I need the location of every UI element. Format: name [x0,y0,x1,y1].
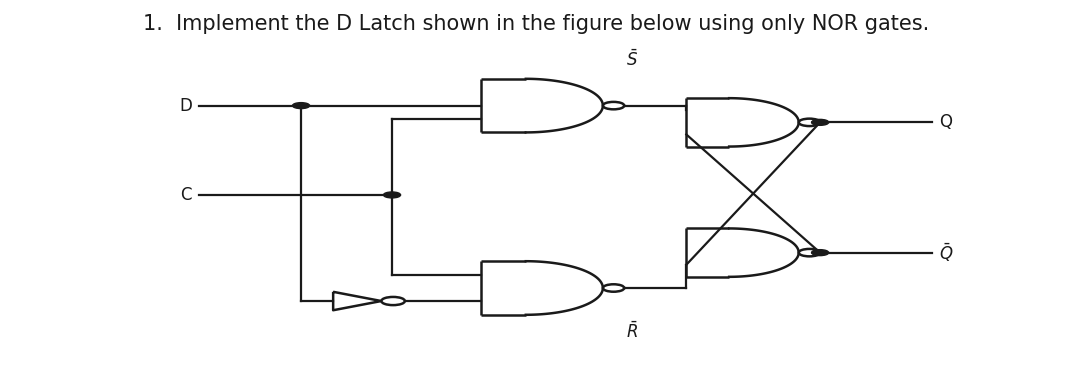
Circle shape [798,249,820,256]
Text: D: D [179,97,192,115]
Text: Q: Q [939,113,952,131]
Text: $\bar{R}$: $\bar{R}$ [627,321,638,342]
Circle shape [603,102,624,110]
Text: 1.  Implement the D Latch shown in the figure below using only NOR gates.: 1. Implement the D Latch shown in the fi… [144,14,929,34]
Text: C: C [180,186,192,204]
Circle shape [383,192,400,198]
Circle shape [293,103,310,109]
Circle shape [798,118,820,126]
Circle shape [811,250,828,256]
Circle shape [603,284,624,292]
Circle shape [381,297,405,305]
Text: $\bar{S}$: $\bar{S}$ [627,49,638,69]
Circle shape [811,119,828,125]
Text: $\bar{Q}$: $\bar{Q}$ [939,242,953,264]
